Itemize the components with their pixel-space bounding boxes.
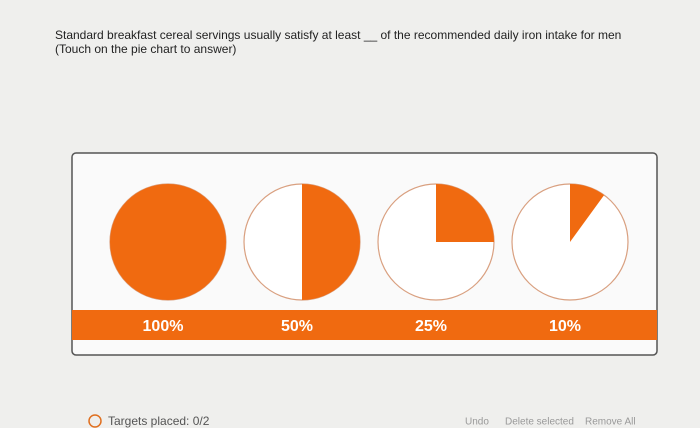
pie-slice[interactable] [436,184,494,242]
footer-button[interactable]: Undo [465,417,489,428]
question-hint: (Touch on the pie chart to answer) [55,42,236,56]
option-label[interactable]: 25% [415,318,447,335]
pie-slice[interactable] [302,184,360,300]
status-text: Targets placed: 0/2 [108,414,210,428]
footer-button[interactable]: Delete selected [505,417,574,428]
pie-slice[interactable] [570,183,605,242]
answer-panel [71,152,658,356]
status-icon [88,414,102,428]
label-bar [72,310,657,340]
footer-button[interactable]: Remove All [585,417,636,428]
option-label[interactable]: 10% [549,318,581,335]
question-text: Standard breakfast cereal servings usual… [55,28,621,42]
pie-slice[interactable] [110,184,226,300]
option-label[interactable]: 50% [281,318,313,335]
option-label[interactable]: 100% [143,318,184,335]
